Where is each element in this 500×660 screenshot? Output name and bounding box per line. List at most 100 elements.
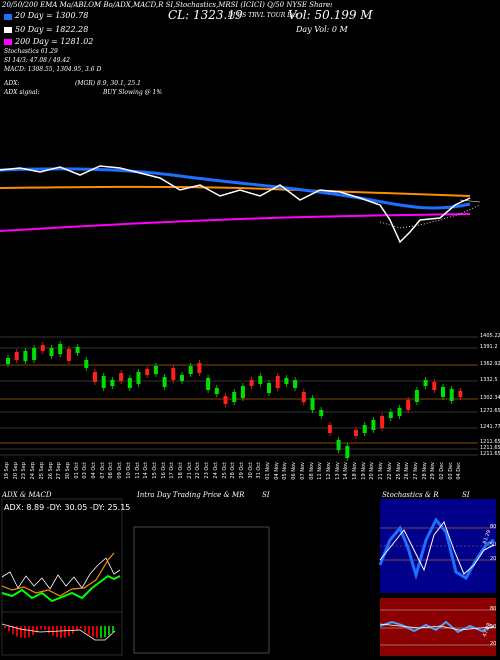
candle-body — [319, 410, 324, 416]
macd-bar — [64, 626, 66, 638]
ema20-line — [0, 165, 471, 244]
macd-bar — [100, 626, 102, 638]
candle-body — [406, 400, 411, 410]
adx-panel-title: ADX & MACD — [2, 491, 52, 499]
header-line: 20/50/200 EMA Ma/ABLOM Bo/ADX,MACD,R SI,… — [2, 1, 332, 9]
macd-bar — [56, 626, 58, 638]
candle-body — [423, 380, 428, 386]
candle-body — [119, 373, 124, 381]
candle-body — [240, 386, 245, 398]
candle-body — [371, 420, 376, 430]
macd-bar — [40, 626, 42, 630]
candle-body — [145, 369, 150, 375]
signal-dots — [379, 204, 481, 229]
candle-body — [293, 380, 298, 388]
si-panel — [380, 598, 496, 656]
candle-body — [267, 383, 271, 393]
macd-bar — [8, 626, 10, 632]
macd-bar — [44, 626, 46, 630]
intraday-panel — [133, 526, 270, 654]
candle-body — [362, 425, 367, 433]
macd-bar — [112, 626, 114, 633]
candle-body — [40, 345, 45, 351]
candle-body — [14, 352, 19, 360]
candle-body — [188, 366, 193, 374]
price-axis-label: 1391.2 — [480, 344, 498, 350]
buy-signal: BUY Slowing @ 1% — [103, 89, 163, 96]
candle-body — [206, 378, 211, 390]
stoch-si-label: SI — [462, 491, 470, 499]
candle-body — [58, 344, 63, 354]
ema20-label: 20 Day = 1300.78 — [15, 11, 89, 20]
stoch-panel-title: Stochastics & R — [382, 491, 439, 499]
candle-body — [162, 377, 167, 387]
candle-body — [414, 390, 419, 402]
candle-body — [432, 382, 437, 390]
candle-body — [197, 363, 202, 373]
candle-body — [32, 348, 37, 360]
stoch-label: Stochastics 61.29 — [4, 48, 58, 55]
candle-body — [127, 378, 132, 388]
stoch-label-80: 80 — [490, 524, 497, 530]
price-axis-label: 1211.65 — [480, 445, 500, 451]
macd-bar — [20, 626, 22, 638]
adx-line — [1, 552, 115, 597]
price-axis-label: 1302.34 — [480, 395, 500, 401]
candle-body — [180, 375, 184, 381]
ema200-label: 200 Day = 1281.02 — [15, 37, 94, 46]
candle-body — [310, 398, 315, 410]
si-label-20: 20 — [490, 641, 497, 647]
candle-body — [345, 446, 350, 458]
candle-body — [397, 408, 402, 416]
candle-body — [284, 378, 289, 384]
ema50-label: 50 Day = 1822.28 — [15, 25, 89, 34]
candle-body — [223, 396, 228, 404]
candle-body — [153, 366, 158, 374]
price-axis-label: 1362.92 — [480, 361, 500, 367]
price-axis-label: 1405.22 — [480, 333, 500, 339]
price-axis-label: 1211.65 — [480, 451, 500, 457]
candle-body — [275, 376, 280, 388]
macd-bar — [12, 626, 14, 635]
macd-bar — [60, 626, 62, 638]
adx-green-line — [1, 574, 121, 603]
macd-bar — [76, 626, 78, 631]
macd-bar — [36, 626, 38, 633]
macd-bar — [68, 626, 70, 637]
si-label: SI 14/3: 47.08 / 49.42 — [4, 57, 70, 64]
macd-bar — [108, 626, 110, 635]
macd-bar — [88, 626, 90, 635]
close-price: CL: 1323.19 — [168, 8, 243, 22]
candle-body — [75, 347, 80, 353]
candle-body — [441, 387, 445, 397]
ema200-line — [0, 213, 471, 232]
index-tag: DJ US TRVL TOUR Ber — [228, 12, 298, 19]
candle-body — [354, 430, 358, 436]
macd-bar — [24, 626, 26, 638]
macd-histogram — [4, 626, 114, 638]
macd-bar — [16, 626, 18, 637]
stoch-k-line — [378, 517, 495, 581]
price-axis-label: 1241.77 — [480, 424, 500, 430]
candle-body — [301, 392, 306, 402]
candle-body — [101, 376, 106, 388]
stoch-label-20: 20 — [490, 556, 497, 562]
candle-body — [49, 348, 54, 356]
small-tag — [459, 199, 481, 203]
macd-bar — [4, 626, 6, 628]
orange-line — [0, 185, 471, 197]
macd-bar — [52, 626, 54, 636]
si-label-50: 50 — [490, 624, 497, 630]
candle-body — [258, 376, 263, 384]
candle-body — [84, 360, 89, 368]
price-axis-label: 1332.5 — [480, 377, 498, 383]
candle-body — [110, 380, 115, 386]
volume: Vol: 50.199 M — [288, 8, 373, 22]
ema50-line — [0, 167, 471, 210]
ema50-swatch — [4, 27, 12, 33]
candle-body — [6, 358, 10, 364]
intraday-si-label: SI — [262, 491, 270, 499]
